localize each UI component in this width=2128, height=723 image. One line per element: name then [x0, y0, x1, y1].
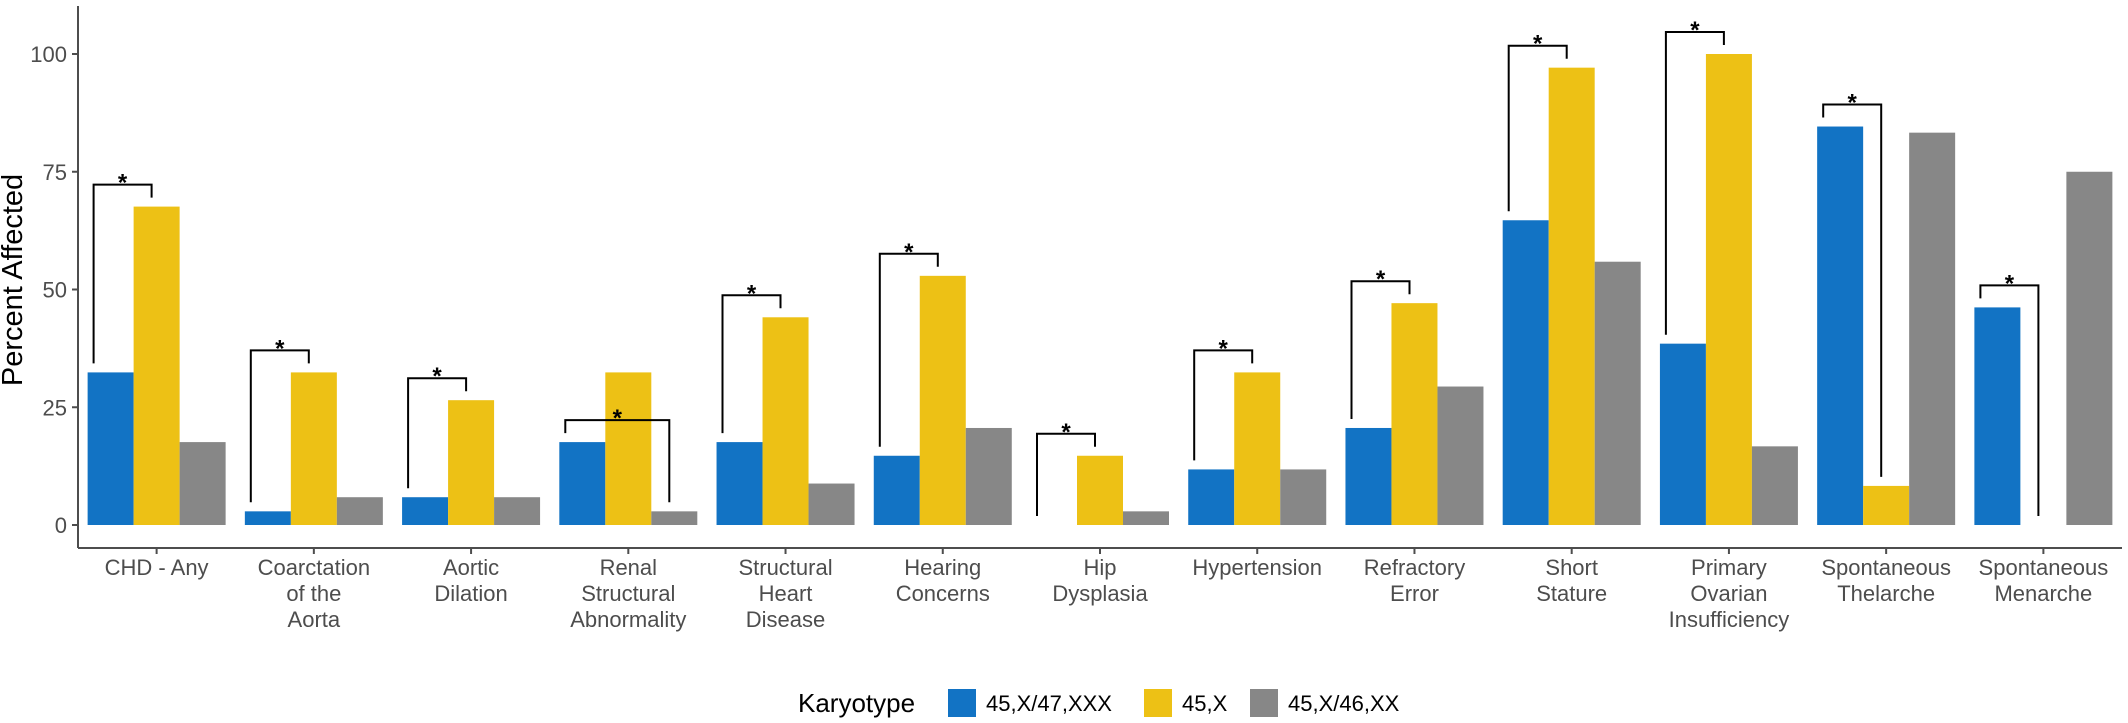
bar-45,X/47,XXX-cat12 — [1974, 307, 2021, 525]
bar-45,X/47,XXX-cat9 — [1502, 220, 1549, 525]
bar-45,X-cat5 — [919, 275, 966, 525]
axes-layer: 0 25 50 75 100 CHD - Any Coarctation of the Aort… — [30, 6, 2122, 632]
significance-bracket-0 — [92, 183, 153, 364]
bar-45,X/46,XX-cat0 — [179, 442, 226, 525]
bar-45,X/47,XXX-cat4 — [716, 442, 763, 525]
bar-45,X/46,XX-cat8 — [1437, 386, 1484, 525]
significance-bracket-7 — [1193, 349, 1254, 461]
significance-bracket-11 — [1822, 103, 1883, 477]
significance-bracket-5 — [878, 252, 939, 447]
significance-label-7: * — [1219, 335, 1229, 362]
legend-label-2: 45,X/46,XX — [1288, 691, 1400, 716]
legend-label-0: 45,X/47,XXX — [986, 691, 1112, 716]
significance-bracket-3 — [564, 419, 671, 503]
legend-swatch-2 — [1250, 689, 1278, 717]
x-tick-label: Aortic Dilation — [434, 555, 507, 606]
bar-45,X/46,XX-cat4 — [808, 483, 855, 525]
bar-45,X/46,XX-cat10 — [1751, 446, 1798, 525]
x-tick-label: Short Stature — [1536, 555, 1607, 606]
bar-45,X-cat8 — [1391, 303, 1438, 525]
bar-45,X-cat9 — [1548, 67, 1595, 525]
bar-45,X/46,XX-cat9 — [1594, 261, 1641, 525]
legend-items: 45,X/47,XXX 45,X 45,X/46,XX — [948, 689, 1400, 717]
bar-45,X/46,XX-cat2 — [494, 497, 541, 525]
bar-45,X-cat2 — [448, 400, 495, 525]
significance-label-5: * — [904, 239, 914, 266]
significance-bracket-2 — [407, 377, 468, 489]
significance-label-6: * — [1061, 419, 1071, 446]
significance-bracket-10 — [1664, 31, 1725, 335]
bar-45,X-cat10 — [1705, 54, 1752, 525]
significance-label-1: * — [275, 335, 285, 362]
y-tick-label: 50 — [43, 278, 67, 303]
significance-label-2: * — [432, 363, 442, 390]
x-tick-label: Coarctation of the Aorta — [258, 555, 371, 632]
x-tick-label: CHD - Any — [105, 555, 209, 580]
x-tick-label: Renal Structural Abnormality — [570, 555, 686, 632]
bar-45,X/46,XX-cat3 — [651, 511, 698, 525]
bar-45,X-cat7 — [1234, 372, 1281, 525]
x-tick-label: Spontaneous Menarche — [1979, 555, 2109, 606]
x-tick-label: Hypertension — [1192, 555, 1322, 580]
bar-45,X/47,XXX-cat3 — [559, 442, 606, 525]
y-tick-label: 75 — [43, 160, 67, 185]
bar-45,X/47,XXX-cat8 — [1345, 427, 1392, 525]
significance-label-10: * — [1690, 17, 1700, 44]
bar-45,X-cat1 — [290, 372, 337, 525]
bar-45,X-cat4 — [762, 317, 809, 525]
significance-bracket-1 — [249, 349, 310, 503]
y-axis-title: Percent Affected — [0, 174, 29, 386]
legend-label-1: 45,X — [1182, 691, 1228, 716]
significance-bracket-6 — [1036, 432, 1096, 516]
x-tick-label: Spontaneous Thelarche — [1821, 555, 1951, 606]
x-tick-label: Hip Dysplasia — [1052, 555, 1148, 606]
y-tick-label: 25 — [43, 395, 67, 420]
bar-45,X-cat3 — [605, 372, 652, 525]
x-tick-label: Structural Heart Disease — [738, 555, 832, 632]
bar-45,X/47,XXX-cat5 — [873, 455, 920, 525]
significance-label-12: * — [2005, 270, 2015, 297]
bar-45,X/47,XXX-cat7 — [1188, 469, 1235, 525]
bar-45,X/47,XXX-cat2 — [402, 497, 449, 525]
bar-45,X-cat6 — [1077, 455, 1123, 525]
significance-label-4: * — [747, 280, 757, 307]
bar-45,X/46,XX-cat12 — [2066, 171, 2113, 525]
bar-45,X/46,XX-cat7 — [1280, 469, 1327, 525]
x-tick-label: Hearing Concerns — [896, 555, 990, 606]
bar-45,X/47,XXX-cat1 — [244, 511, 291, 525]
legend-swatch-1 — [1144, 689, 1172, 717]
bar-45,X-cat11 — [1863, 485, 1910, 525]
x-tick-label: Primary Ovarian Insufficiency — [1669, 555, 1790, 632]
bars-layer — [87, 54, 2113, 525]
significance-bracket-12 — [1979, 284, 2040, 516]
legend-title: Karyotype — [798, 688, 915, 718]
bar-45,X/46,XX-cat11 — [1909, 132, 1956, 525]
significance-bracket-4 — [721, 294, 782, 434]
bar-45,X/47,XXX-cat0 — [87, 372, 134, 525]
bar-45,X/47,XXX-cat10 — [1659, 343, 1706, 525]
legend-swatch-0 — [948, 689, 976, 717]
bar-45,X/46,XX-cat1 — [336, 497, 383, 525]
significance-label-3: * — [613, 405, 623, 432]
bar-45,X/46,XX-cat5 — [965, 427, 1012, 525]
significance-layer: * * * * * * * * * * * * * — [92, 17, 2040, 516]
y-tick-label: 0 — [55, 513, 67, 538]
significance-label-8: * — [1376, 266, 1386, 293]
significance-label-9: * — [1533, 31, 1543, 58]
bar-45,X/47,XXX-cat11 — [1817, 126, 1864, 525]
significance-label-11: * — [1848, 90, 1858, 117]
y-tick-label: 100 — [30, 42, 67, 67]
bar-45,X-cat0 — [133, 206, 180, 525]
significance-bracket-8 — [1350, 280, 1411, 419]
significance-label-0: * — [118, 170, 128, 197]
bar-45,X/46,XX-cat6 — [1123, 511, 1169, 525]
significance-bracket-9 — [1507, 44, 1568, 212]
legend: Karyotype 45,X/47,XXX 45,X 45,X/46,XX — [798, 688, 1400, 718]
x-tick-label: Refractory Error — [1364, 555, 1465, 606]
